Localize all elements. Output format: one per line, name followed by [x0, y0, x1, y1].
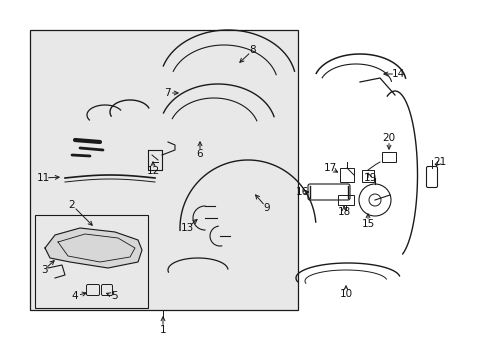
Text: 15: 15: [361, 219, 374, 229]
Text: 10: 10: [339, 289, 352, 299]
Text: 20: 20: [382, 133, 395, 143]
Text: 9: 9: [263, 203, 270, 213]
Text: 8: 8: [249, 45, 256, 55]
Text: 11: 11: [36, 173, 49, 183]
Text: 6: 6: [196, 149, 203, 159]
Text: 12: 12: [146, 166, 159, 176]
Bar: [337, 195, 353, 205]
Bar: [381, 152, 395, 162]
Text: 4: 4: [72, 291, 78, 301]
Polygon shape: [45, 228, 142, 268]
Text: 17: 17: [323, 163, 336, 173]
Text: 14: 14: [390, 69, 404, 79]
Text: 3: 3: [41, 265, 47, 275]
Bar: [339, 168, 353, 182]
Text: 2: 2: [68, 200, 75, 210]
Text: 7: 7: [163, 88, 170, 98]
Bar: [361, 170, 373, 182]
Bar: [35, 215, 148, 308]
Bar: [30, 30, 297, 310]
Text: 1: 1: [160, 325, 166, 335]
Text: 21: 21: [432, 157, 446, 167]
Text: 5: 5: [110, 291, 117, 301]
Text: 19: 19: [363, 173, 376, 183]
Text: 16: 16: [295, 187, 308, 197]
Text: 13: 13: [180, 223, 193, 233]
Text: 18: 18: [337, 207, 350, 217]
